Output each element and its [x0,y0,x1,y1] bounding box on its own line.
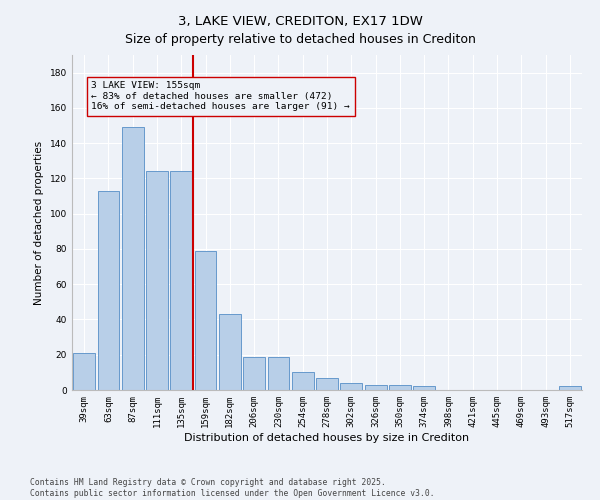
Bar [219,314,241,390]
Bar [73,353,95,390]
Bar [194,250,217,390]
Bar [559,386,581,390]
Bar [292,372,314,390]
Text: 3 LAKE VIEW: 155sqm
← 83% of detached houses are smaller (472)
16% of semi-detac: 3 LAKE VIEW: 155sqm ← 83% of detached ho… [91,82,350,111]
Bar [340,383,362,390]
Text: 3, LAKE VIEW, CREDITON, EX17 1DW: 3, LAKE VIEW, CREDITON, EX17 1DW [178,15,422,28]
Text: Contains HM Land Registry data © Crown copyright and database right 2025.
Contai: Contains HM Land Registry data © Crown c… [30,478,434,498]
Bar [316,378,338,390]
Bar [170,172,192,390]
X-axis label: Distribution of detached houses by size in Crediton: Distribution of detached houses by size … [184,432,470,442]
Text: Size of property relative to detached houses in Crediton: Size of property relative to detached ho… [125,32,475,46]
Bar [413,386,435,390]
Bar [243,356,265,390]
Y-axis label: Number of detached properties: Number of detached properties [34,140,44,304]
Bar [146,172,168,390]
Bar [389,384,411,390]
Bar [122,128,143,390]
Bar [97,191,119,390]
Bar [365,384,386,390]
Bar [268,356,289,390]
